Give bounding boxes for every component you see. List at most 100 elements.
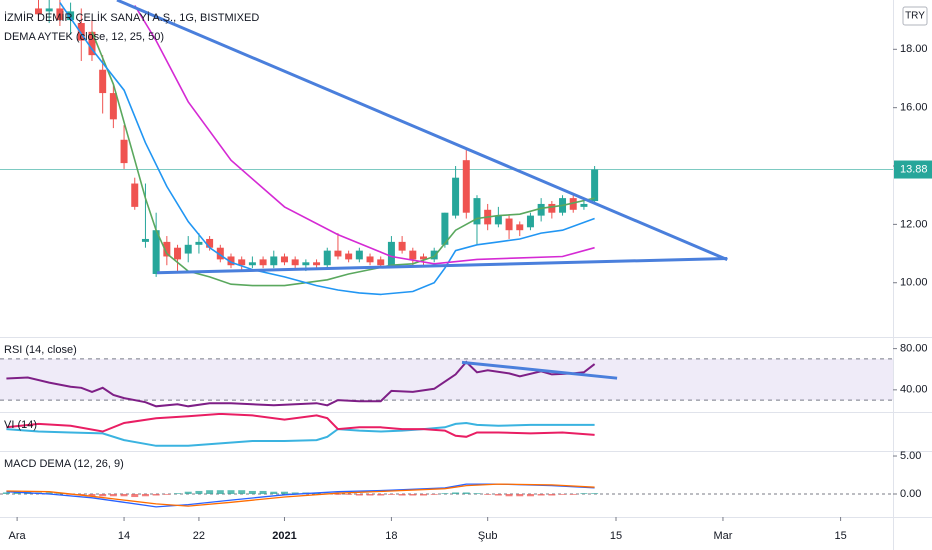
histogram-bar [462,492,470,494]
histogram-bar [473,493,481,494]
x-tick-label: 18 [385,530,397,542]
trend-line [156,257,728,275]
candle-body [67,11,75,21]
y-tick-label: 80.00 [900,343,928,355]
currency-label: TRY [905,11,925,22]
histogram-bar [56,493,64,494]
candle-body [345,253,353,260]
candle-body [494,215,502,225]
candle-body [505,218,513,231]
histogram-bar [109,493,117,497]
candle-body [420,256,428,260]
histogram-bar [270,491,278,494]
histogram-bar [120,493,128,497]
indicator-line [134,5,595,265]
y-tick-label: 5.00 [900,450,921,462]
candle-body [548,203,556,213]
histogram-bar [484,493,492,495]
y-tick-label: 18.00 [900,43,928,55]
x-tick-label: Şub [478,530,498,542]
histogram-bar [141,493,149,497]
candle-body [56,8,64,21]
y-tick-label: 10.00 [900,277,928,289]
pane [6,413,595,447]
candle-body [516,224,524,231]
histogram-bar [238,490,246,494]
candle-body [163,241,171,257]
candle-body [302,262,310,266]
x-tick-label: 15 [834,530,846,542]
candle-body [441,212,449,245]
candle-body [141,238,149,242]
histogram-bar [88,493,96,497]
pane-title: RSI (14, close) [4,344,77,356]
pane [0,0,893,296]
candle-body [152,230,160,274]
pane-title: MACD DEMA (12, 26, 9) [4,458,124,470]
candle-body [109,93,117,120]
x-tick-label: Ara [9,530,27,542]
histogram-bar [45,492,53,494]
last-price-box [894,160,932,179]
histogram-bar [216,490,224,494]
histogram-bar [430,493,438,495]
y-tick-label: 0.00 [900,488,921,500]
candle-body [248,262,256,266]
candle-body [452,177,460,216]
x-tick-label: 15 [610,530,622,542]
trend-line [116,0,728,262]
histogram-bar [366,493,374,496]
histogram-bar [195,490,203,494]
histogram-bar [591,493,599,494]
candle-body [280,256,288,263]
histogram-bar [580,493,588,494]
indicator-title: DEMA AYTEK (close, 12, 25, 50) [4,31,164,43]
histogram-bar [152,493,160,496]
histogram-bar [559,493,567,495]
x-tick-label: Mar [713,530,732,542]
candle-body [35,8,43,15]
candle-body [238,259,246,266]
candle-body [77,23,85,41]
candle-body [462,160,470,213]
candle-body [366,256,374,263]
candle-body [88,31,96,56]
pane-title: İZMİR DEMİR ÇELİK SANAYİ A.Ş., 1G, BISTM… [4,11,259,24]
histogram-bar [494,493,502,496]
candle-body [120,139,128,164]
candle-body [45,8,53,12]
histogram-bar [569,493,577,495]
histogram-bar [174,493,182,494]
histogram-bar [409,493,417,496]
candle-body [377,259,385,266]
candle-body [131,183,139,207]
candle-body [430,250,438,260]
histogram-bar [420,493,428,496]
candle-body [291,259,299,266]
histogram-bar [355,493,363,496]
indicator-line [91,31,595,287]
candle-body [206,238,214,248]
histogram-bar [387,493,395,495]
candle-body [227,256,235,266]
histogram-bar [548,493,556,496]
histogram-bar [516,493,524,497]
y-tick-label: 40.00 [900,384,928,396]
candle-body [526,215,534,228]
histogram-bar [227,490,235,494]
histogram-bar [291,492,299,494]
indicator-line [6,483,595,507]
histogram-bar [131,493,139,498]
candle-body [174,247,182,260]
histogram-bar [526,493,534,497]
candle-body [355,250,363,260]
pane [0,358,893,408]
candle-body [195,241,203,245]
candle-body [537,203,545,216]
trend-line [461,360,618,380]
histogram-bar [99,493,107,497]
histogram-bar [441,493,449,494]
candle-body [313,262,321,266]
